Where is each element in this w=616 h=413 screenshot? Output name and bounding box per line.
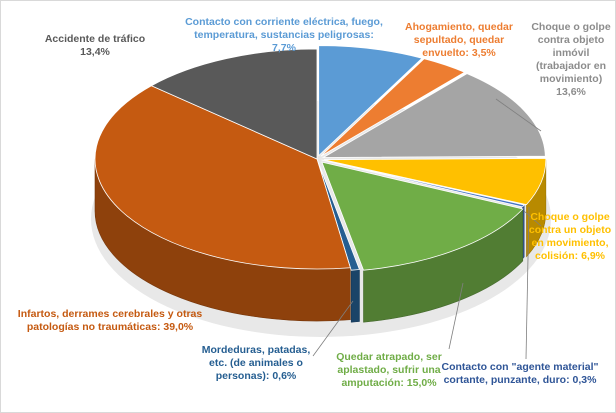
pie-slice-1 bbox=[320, 58, 466, 157]
pie-slice-2 bbox=[321, 73, 546, 158]
leader-line-4 bbox=[525, 206, 530, 360]
label-trapped: Quedar atrapado, ser aplastado, sufrir u… bbox=[336, 351, 442, 389]
label-bites: Mordeduras, patadas, etc. (de animales o… bbox=[201, 344, 311, 382]
label-traffic: Accidente de tráfico 13,4% bbox=[44, 33, 146, 58]
leader-line-2 bbox=[495, 98, 542, 132]
label-fixed-object: Choque o golpe contra objeto inmóvil (tr… bbox=[531, 21, 611, 98]
label-electric: Contacto con corriente eléctrica, fuego,… bbox=[185, 16, 383, 54]
pie-slice-5 bbox=[321, 161, 524, 271]
pie-slice-4 bbox=[321, 159, 525, 208]
pie-side-6 bbox=[350, 269, 360, 323]
pie-slice-6 bbox=[317, 161, 361, 271]
pie-slice-0 bbox=[318, 45, 423, 157]
leader-line-6 bbox=[312, 300, 354, 357]
pie-slice-7 bbox=[94, 85, 351, 270]
pie-slice-3 bbox=[323, 157, 547, 206]
label-drowning: Ahogamiento, quedar sepultado, quedar en… bbox=[405, 21, 513, 59]
label-moving-object: Choque o golpe contra un objeto en movim… bbox=[528, 211, 612, 262]
leader-line-5 bbox=[448, 282, 464, 350]
leader-line-3 bbox=[523, 210, 542, 227]
label-heart-attacks: Infartos, derrames cerebrales y otras pa… bbox=[17, 308, 203, 333]
label-cutting-agent: Contacto con "agente material" cortante,… bbox=[441, 361, 599, 386]
pie-slice-8 bbox=[150, 48, 318, 160]
